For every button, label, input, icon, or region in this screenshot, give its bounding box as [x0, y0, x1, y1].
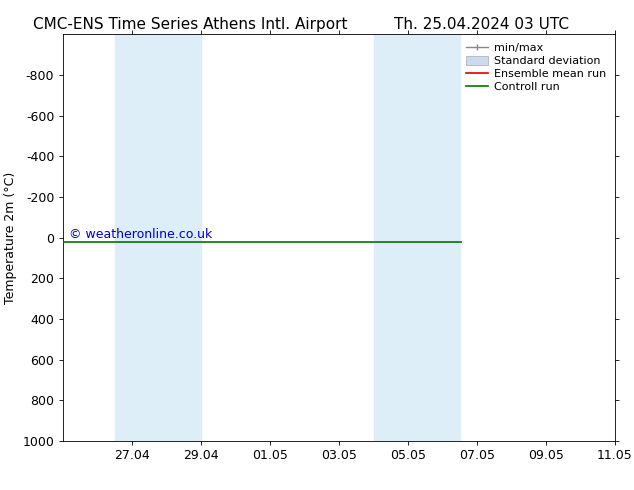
Bar [115, 34, 150, 441]
Text: © weatheronline.co.uk: © weatheronline.co.uk [69, 228, 212, 241]
Bar [150, 34, 202, 441]
Bar [373, 34, 408, 441]
Text: Th. 25.04.2024 03 UTC: Th. 25.04.2024 03 UTC [394, 17, 569, 32]
Legend: min/max, Standard deviation, Ensemble mean run, Controll run: min/max, Standard deviation, Ensemble me… [463, 40, 609, 95]
Bar [408, 34, 460, 441]
Text: CMC-ENS Time Series Athens Intl. Airport: CMC-ENS Time Series Athens Intl. Airport [33, 17, 347, 32]
Y-axis label: Temperature 2m (°C): Temperature 2m (°C) [4, 172, 17, 304]
